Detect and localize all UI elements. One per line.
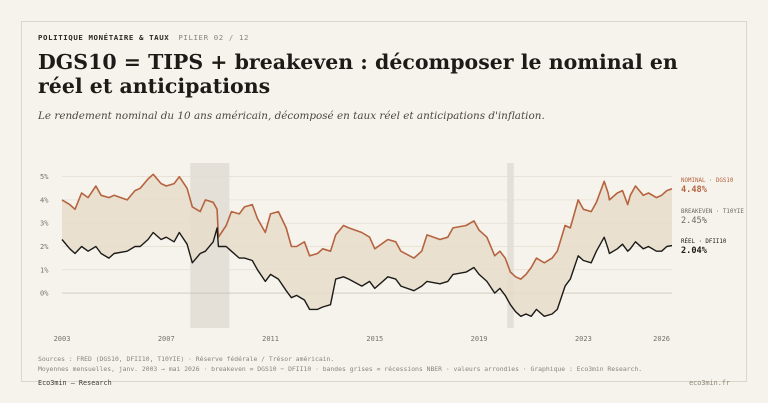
legend-breakeven-label: BREAKEVEN · T10YIE bbox=[681, 209, 744, 215]
kicker: POLITIQUE MONÉTAIRE & TAUX PILIER 02 / 1… bbox=[38, 33, 249, 42]
source-note: Sources : FRED (DGS10, DFII10, T10YIE) ·… bbox=[38, 355, 335, 363]
legend-nominal-value: 4.48% bbox=[681, 185, 708, 195]
y-tick-label: 5% bbox=[40, 173, 49, 181]
x-tick-label: 2019 bbox=[471, 335, 488, 343]
x-tick-label: 2011 bbox=[262, 335, 279, 343]
x-tick-label: 2003 bbox=[54, 335, 71, 343]
y-tick-label: 0% bbox=[40, 290, 49, 298]
kicker-pillar: PILIER 02 / 12 bbox=[178, 33, 250, 42]
page-title: DGS10 = TIPS + breakeven : décomposer le… bbox=[38, 50, 678, 98]
recession-band-1 bbox=[507, 163, 514, 328]
y-tick-label: 2% bbox=[40, 243, 49, 251]
x-tick-label: 2007 bbox=[158, 335, 175, 343]
real-series-line bbox=[61, 227, 673, 317]
y-tick-label: 1% bbox=[40, 266, 49, 274]
x-tick-label: 2023 bbox=[575, 335, 592, 343]
legend-breakeven-value: 2.45% bbox=[681, 216, 708, 226]
page-frame bbox=[21, 21, 747, 382]
x-tick-label: 2026 bbox=[653, 335, 670, 343]
nominal-series-line bbox=[61, 173, 673, 280]
legend-real-value: 2.04% bbox=[681, 246, 708, 256]
chart-notes: Sources : FRED (DGS10, DFII10, T10YIE) ·… bbox=[38, 354, 642, 374]
brand-label: Eco3min — Research bbox=[38, 379, 112, 387]
y-tick-label: 3% bbox=[40, 220, 49, 228]
x-tick-label: 2015 bbox=[366, 335, 383, 343]
page-subtitle: Le rendement nominal du 10 ans américain… bbox=[38, 110, 545, 122]
method-note: Moyennes mensuelles, janv. 2003 → mai 20… bbox=[38, 365, 643, 373]
kicker-section: POLITIQUE MONÉTAIRE & TAUX bbox=[38, 33, 170, 42]
site-label: eco3min.fr bbox=[689, 379, 730, 387]
legend-real-label: RÉEL · DFII10 bbox=[681, 237, 727, 245]
breakeven-area bbox=[62, 174, 672, 317]
y-tick-label: 4% bbox=[40, 196, 49, 204]
legend-nominal-label: NOMINAL · DGS10 bbox=[681, 178, 734, 184]
